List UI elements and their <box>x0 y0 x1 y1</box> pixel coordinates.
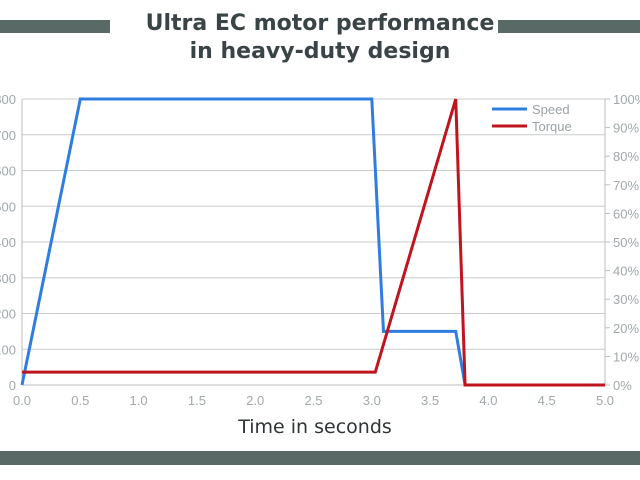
y-left-tick-label: 200 <box>0 307 16 322</box>
y-left-tick-label: 600 <box>0 164 16 179</box>
y-left-tick-label: 100 <box>0 342 16 357</box>
chart-title-line1: Ultra EC motor performance <box>145 11 495 36</box>
x-tick-label: 0.0 <box>13 393 31 408</box>
x-tick-label: 4.5 <box>538 393 556 408</box>
x-tick-label: 3.0 <box>363 393 381 408</box>
title-bar-right <box>498 20 640 33</box>
y-right-tick-label: 20% <box>613 321 639 336</box>
y-right-tick-label: 80% <box>613 149 639 164</box>
legend-label-torque: Torque <box>532 119 572 134</box>
x-tick-label: 1.5 <box>188 393 206 408</box>
y-right-tick-label: 90% <box>613 121 639 136</box>
x-tick-label: 5.0 <box>596 393 614 408</box>
y-left-tick-label: 0 <box>9 378 16 393</box>
y-left-tick-label: 400 <box>0 235 16 250</box>
y-right-tick-label: 100% <box>613 92 640 107</box>
x-tick-label: 1.0 <box>130 393 148 408</box>
x-axis-label: Time in seconds <box>238 416 392 438</box>
x-tick-label: 4.0 <box>479 393 497 408</box>
y-left-tick-label: 300 <box>0 271 16 286</box>
legend-label-speed: Speed <box>532 102 570 117</box>
x-tick-label: 2.0 <box>246 393 264 408</box>
title-bar-left <box>0 20 110 33</box>
y-right-tick-label: 50% <box>613 235 639 250</box>
y-right-tick-label: 0% <box>613 378 632 393</box>
x-tick-label: 0.5 <box>71 393 89 408</box>
y-left-tick-label: 800 <box>0 92 16 107</box>
y-right-tick-label: 60% <box>613 206 639 221</box>
chart-title-line2: in heavy-duty design <box>189 39 451 64</box>
x-tick-label: 3.5 <box>421 393 439 408</box>
y-right-tick-label: 40% <box>613 264 639 279</box>
y-left-tick-label: 700 <box>0 128 16 143</box>
y-left-tick-label: 500 <box>0 199 16 214</box>
y-right-tick-label: 10% <box>613 349 639 364</box>
y-right-tick-label: 70% <box>613 178 639 193</box>
footer-bar <box>0 451 640 465</box>
x-tick-label: 2.5 <box>304 393 322 408</box>
y-right-tick-label: 30% <box>613 292 639 307</box>
